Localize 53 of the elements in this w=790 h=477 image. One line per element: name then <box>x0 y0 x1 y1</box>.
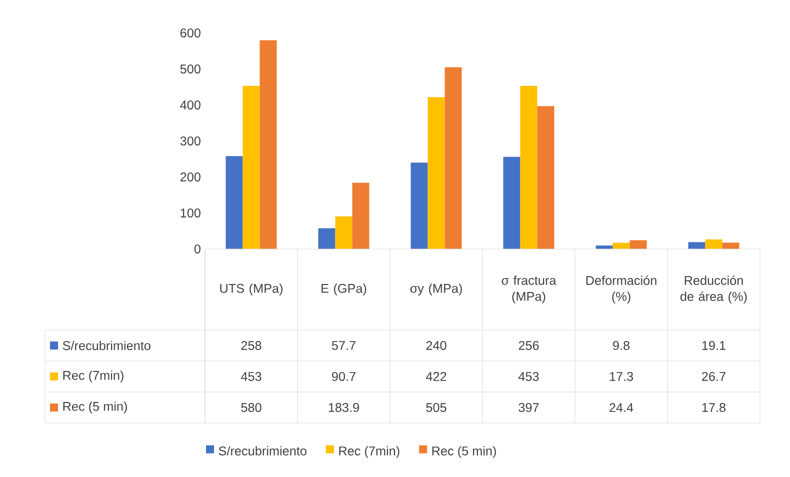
bar <box>428 97 445 249</box>
bar <box>630 240 647 249</box>
bar <box>352 182 370 249</box>
data-label: 57.7 <box>332 341 356 350</box>
bar <box>688 242 706 249</box>
x-tick-label: UTS (MPa) <box>220 284 282 296</box>
data-label: 258 <box>241 341 262 350</box>
data-label: 19.1 <box>702 341 726 350</box>
bar <box>226 156 243 249</box>
data-label: 9.8 <box>613 341 630 350</box>
data-label: 24.4 <box>610 403 634 412</box>
legend-label: S/recubrimiento <box>62 340 150 350</box>
data-label: 453 <box>518 372 539 381</box>
y-tick-label: 0 <box>194 244 200 254</box>
x-tick-label: σy (MPa) <box>410 284 462 296</box>
data-label: 580 <box>241 403 262 412</box>
data-label: 240 <box>426 341 446 350</box>
data-label: 453 <box>240 372 262 381</box>
x-tick-label: Reducción de área (%) <box>680 276 747 304</box>
data-label: 26.7 <box>702 372 726 381</box>
bar <box>318 228 336 249</box>
bar <box>537 106 554 249</box>
data-label: 90.7 <box>332 372 356 381</box>
legend-label: Rec (5 min) <box>432 446 496 458</box>
x-tick-label: σ fractura (MPa) <box>502 276 556 304</box>
bar <box>260 40 277 249</box>
y-tick-label: 300 <box>180 136 200 146</box>
legend-label: Rec (7min) <box>63 370 124 382</box>
data-label: 17.3 <box>610 372 634 381</box>
bar <box>503 156 520 249</box>
y-tick-label: 600 <box>180 28 200 38</box>
bar <box>410 162 428 249</box>
bar <box>242 86 260 249</box>
text: Rec (7min) <box>339 446 400 458</box>
text: S/recubrimiento <box>218 446 306 456</box>
data-label: 397 <box>518 403 539 412</box>
y-tick-label: 500 <box>180 64 200 74</box>
y-tick-label: 100 <box>180 208 200 218</box>
bar <box>705 239 722 249</box>
data-label: 505 <box>426 403 446 412</box>
data-label: 17.8 <box>702 403 726 412</box>
data-label: 256 <box>518 341 539 350</box>
bar <box>444 67 462 249</box>
text: Rec (5 min) <box>63 402 127 414</box>
y-tick-label: 400 <box>180 100 200 110</box>
x-tick-label: E (GPa) <box>322 284 366 296</box>
bar <box>722 242 740 249</box>
bar <box>520 86 538 249</box>
data-label: 422 <box>426 372 446 381</box>
y-tick-label: 200 <box>180 172 200 182</box>
bar <box>335 216 352 249</box>
data-label: 183.9 <box>328 403 359 412</box>
x-tick-label: Deformación (%) <box>586 276 656 304</box>
